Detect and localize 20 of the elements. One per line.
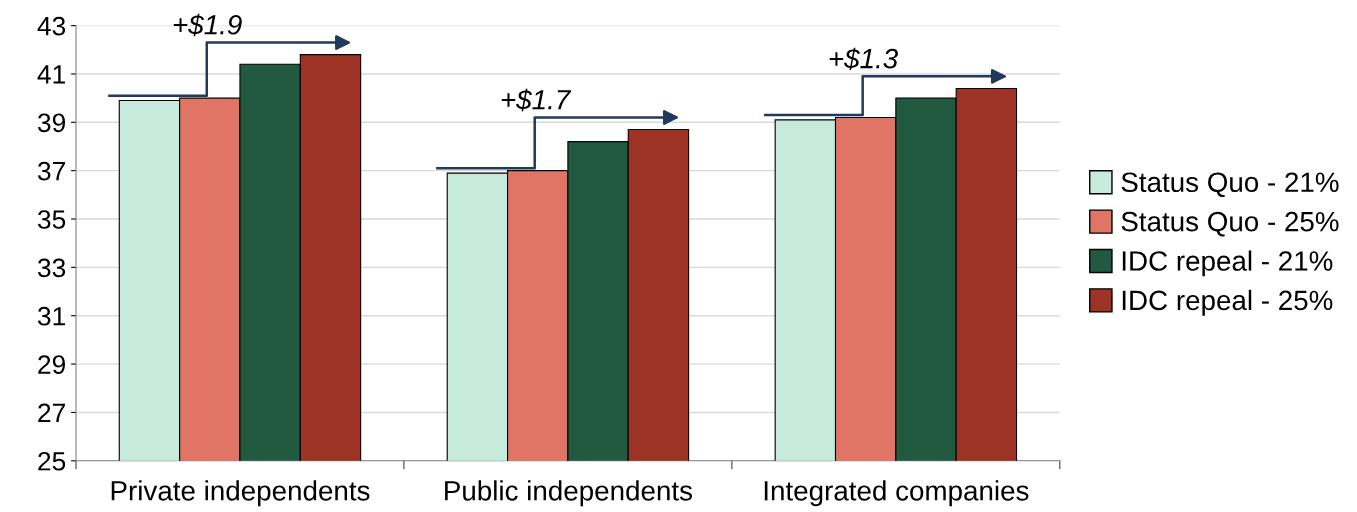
annotation: +$1.9 bbox=[173, 13, 242, 37]
y-tick-label: 29 bbox=[38, 355, 66, 374]
x-tick-label: Integrated companies bbox=[764, 480, 1029, 507]
legend-label: IDC repeal - 21% bbox=[1122, 250, 1333, 277]
y-tick-label: 37 bbox=[37, 161, 65, 181]
y-tick-label: 39 bbox=[37, 113, 66, 133]
y-tick-label: 25 bbox=[38, 451, 66, 471]
legend-label: IDC repeal - 25% bbox=[1122, 289, 1333, 316]
x-tick-label: Private independents bbox=[111, 480, 370, 507]
y-tick-label: 33 bbox=[37, 258, 66, 278]
y-tick-label: 43 bbox=[37, 16, 66, 36]
y-tick-label: 27 bbox=[38, 403, 65, 423]
annotation: +$1.3 bbox=[829, 47, 898, 71]
y-tick-label: 35 bbox=[37, 210, 66, 229]
legend-label: Status Quo - 25% bbox=[1121, 211, 1339, 237]
legend-label: Status Quo - 21% bbox=[1121, 172, 1339, 198]
y-tick-label: 41 bbox=[37, 65, 65, 84]
annotation: +$1.7 bbox=[501, 88, 572, 112]
x-tick-label: Public independents bbox=[445, 480, 693, 507]
y-tick-label: 31 bbox=[37, 306, 65, 326]
